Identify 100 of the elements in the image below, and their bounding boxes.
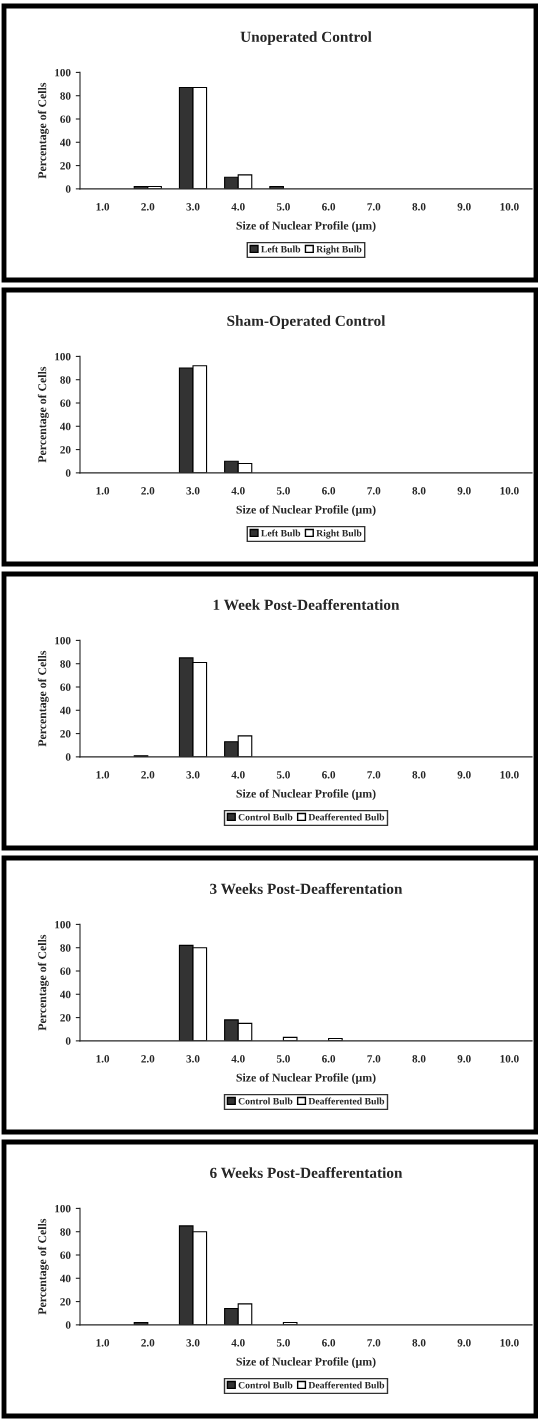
y-tick-label: 100	[55, 352, 71, 361]
y-tick-label: 20	[60, 1298, 71, 1306]
chart-title: 3 Weeks Post-Deafferentation	[210, 883, 403, 895]
y-tick-label: 100	[55, 1204, 71, 1213]
y-tick-label: 100	[55, 636, 71, 645]
y-tick-label: 0	[65, 469, 71, 477]
chart-title: Sham-Operated Control	[227, 315, 386, 330]
y-tick-label: 80	[60, 376, 71, 384]
x-tick-label: 7.0	[367, 1055, 381, 1063]
legend-label: Control Bulb	[238, 813, 293, 821]
x-tick-label: 1.0	[96, 1339, 110, 1347]
x-tick-label: 8.0	[412, 487, 426, 495]
x-axis-title: Size of Nuclear Profile (µm)	[236, 505, 376, 516]
y-tick-label: 100	[55, 68, 71, 77]
x-tick-label: 7.0	[367, 1339, 381, 1347]
y-tick-label: 60	[60, 683, 71, 691]
x-tick-label: 8.0	[412, 203, 426, 211]
y-tick-label: 20	[60, 446, 71, 454]
x-tick-label: 3.0	[186, 771, 200, 779]
y-axis-title: Percentage of Cells	[37, 366, 49, 463]
y-tick-label: 20	[60, 730, 71, 738]
y-axis-title: Percentage of Cells	[37, 650, 49, 747]
x-tick-label: 2.0	[141, 771, 155, 779]
y-tick-label: 20	[60, 1014, 71, 1022]
x-tick-label: 1.0	[96, 487, 110, 495]
y-axis-title: Percentage of Cells	[37, 82, 49, 179]
chart-title: Unoperated Control	[240, 31, 372, 46]
x-tick-label: 2.0	[141, 1055, 155, 1063]
x-tick-label: 5.0	[276, 203, 290, 211]
x-axis-title: Size of Nuclear Profile (µm)	[236, 221, 376, 232]
y-axis-title: Percentage of Cells	[37, 934, 49, 1031]
x-tick-label: 4.0	[231, 203, 245, 211]
x-axis-title: Size of Nuclear Profile (µm)	[236, 789, 376, 800]
x-tick-label: 5.0	[276, 1055, 290, 1063]
x-tick-label: 9.0	[457, 771, 471, 779]
x-tick-label: 6.0	[322, 1339, 336, 1347]
x-tick-label: 4.0	[231, 1339, 245, 1347]
x-tick-label: 6.0	[322, 487, 336, 495]
y-tick-label: 80	[60, 92, 71, 100]
x-tick-label: 2.0	[141, 1339, 155, 1347]
x-tick-label: 2.0	[141, 203, 155, 211]
x-tick-label: 7.0	[367, 203, 381, 211]
y-tick-label: 80	[60, 1228, 71, 1236]
y-tick-label: 40	[60, 422, 71, 431]
x-tick-label: 4.0	[231, 1055, 245, 1063]
chart-title: 1 Week Post-Deafferentation	[213, 599, 400, 611]
x-tick-label: 6.0	[322, 771, 336, 779]
x-tick-label: 5.0	[276, 1339, 290, 1347]
legend-label: Control Bulb	[238, 1381, 293, 1389]
x-tick-label: 4.0	[231, 771, 245, 779]
y-tick-label: 80	[60, 944, 71, 952]
y-tick-label: 60	[60, 399, 71, 407]
y-tick-label: 60	[60, 967, 71, 975]
x-tick-label: 9.0	[457, 487, 471, 495]
x-tick-label: 4.0	[231, 487, 245, 495]
legend-label: Left Bulb	[261, 529, 301, 537]
x-tick-label: 10.0	[500, 1055, 519, 1063]
x-tick-label: 10.0	[500, 487, 519, 495]
x-tick-label: 8.0	[412, 1339, 426, 1347]
y-tick-label: 60	[60, 115, 71, 123]
x-tick-label: 10.0	[500, 1339, 519, 1347]
x-tick-label: 1.0	[96, 203, 110, 211]
legend-label: Left Bulb	[261, 245, 301, 253]
x-tick-label: 1.0	[96, 771, 110, 779]
x-axis-title: Size of Nuclear Profile (µm)	[236, 1357, 376, 1368]
y-tick-label: 0	[65, 1037, 71, 1045]
legend-label: Right Bulb	[316, 529, 362, 539]
y-tick-label: 0	[65, 185, 71, 193]
y-tick-label: 40	[60, 706, 71, 715]
x-tick-label: 2.0	[141, 487, 155, 495]
y-tick-label: 40	[60, 138, 71, 147]
x-tick-label: 10.0	[500, 203, 519, 211]
x-tick-label: 9.0	[457, 1339, 471, 1347]
x-tick-label: 6.0	[322, 1055, 336, 1063]
x-tick-label: 8.0	[412, 1055, 426, 1063]
x-tick-label: 3.0	[186, 203, 200, 211]
y-tick-label: 0	[65, 1321, 71, 1329]
x-axis-title: Size of Nuclear Profile (µm)	[236, 1073, 376, 1084]
x-tick-label: 7.0	[367, 771, 381, 779]
x-tick-label: 10.0	[500, 771, 519, 779]
y-tick-label: 80	[60, 660, 71, 668]
x-tick-label: 1.0	[96, 1055, 110, 1063]
x-tick-label: 3.0	[186, 1339, 200, 1347]
x-tick-label: 5.0	[276, 487, 290, 495]
legend-label: Deafferented Bulb	[308, 1381, 385, 1389]
x-tick-label: 9.0	[457, 1055, 471, 1063]
y-tick-label: 40	[60, 990, 71, 999]
x-tick-label: 6.0	[322, 203, 336, 211]
y-tick-label: 100	[55, 920, 71, 929]
x-tick-label: 3.0	[186, 487, 200, 495]
x-tick-label: 3.0	[186, 1055, 200, 1063]
legend-label: Deafferented Bulb	[308, 813, 385, 821]
x-tick-label: 8.0	[412, 771, 426, 779]
y-tick-label: 40	[60, 1274, 71, 1283]
legend-label: Deafferented Bulb	[308, 1097, 385, 1105]
chart-title: 6 Weeks Post-Deafferentation	[210, 1167, 403, 1179]
x-tick-label: 9.0	[457, 203, 471, 211]
legend-label: Control Bulb	[238, 1097, 293, 1105]
y-tick-label: 60	[60, 1251, 71, 1259]
x-tick-label: 5.0	[276, 771, 290, 779]
